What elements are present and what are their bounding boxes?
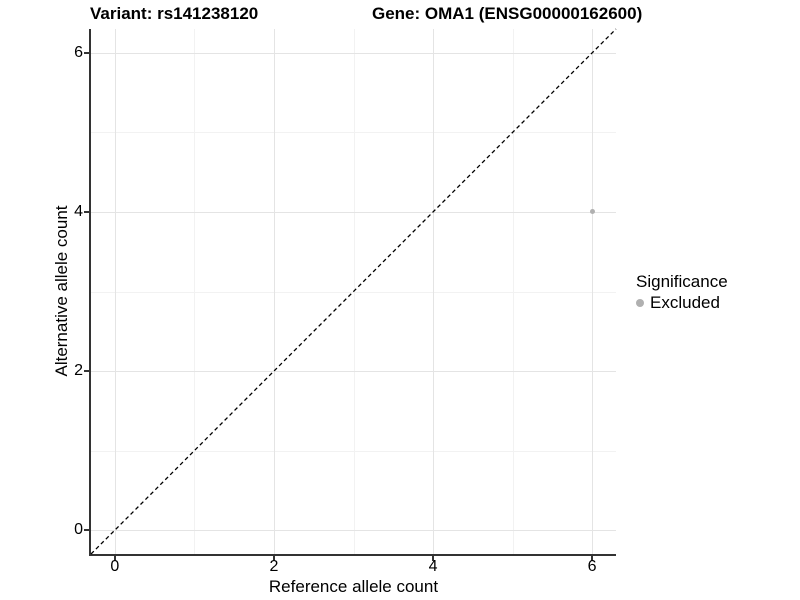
y-axis-title: Alternative allele count xyxy=(52,205,71,377)
y-axis-tick xyxy=(84,529,89,531)
minor-gridline-y xyxy=(91,450,616,452)
variant-title: Variant: rs141238120 xyxy=(90,4,259,23)
y-tick-label: 0 xyxy=(74,521,83,539)
y-tick-label: 4 xyxy=(74,202,83,220)
major-gridline-y xyxy=(91,530,616,532)
major-gridline-x xyxy=(433,29,435,554)
x-axis-line xyxy=(89,554,616,556)
y-axis-tick xyxy=(84,211,89,213)
major-gridline-y xyxy=(91,371,616,373)
minor-gridline-y xyxy=(91,291,616,293)
legend-item-label: Excluded xyxy=(650,293,720,312)
plot-panel xyxy=(90,28,617,555)
x-tick-label: 0 xyxy=(110,558,120,575)
legend: Significance Excluded xyxy=(636,272,728,312)
legend-title: Significance xyxy=(636,272,728,291)
data-point xyxy=(589,209,595,215)
x-tick-label: 2 xyxy=(269,558,279,575)
x-axis-title: Reference allele count xyxy=(268,577,439,596)
x-axis-tick xyxy=(114,556,116,561)
y-tick-label: 2 xyxy=(74,362,83,380)
y-axis-tick xyxy=(84,52,89,54)
x-tick-label: 6 xyxy=(587,558,597,575)
gene-title: Gene: OMA1 (ENSG00000162600) xyxy=(372,4,643,23)
y-tick-label: 6 xyxy=(74,43,83,61)
x-axis-tick xyxy=(591,556,593,561)
y-axis-line xyxy=(89,29,91,556)
x-axis-tick xyxy=(273,556,275,561)
y-axis-tick xyxy=(84,370,89,372)
major-gridline-x xyxy=(114,29,116,554)
major-gridline-y xyxy=(91,211,616,213)
x-tick-label: 4 xyxy=(428,558,438,575)
identity-line xyxy=(90,28,617,555)
legend-key-dot-icon xyxy=(636,299,644,307)
x-axis-tick xyxy=(432,556,434,561)
major-gridline-y xyxy=(91,52,616,54)
legend-item-excluded: Excluded xyxy=(636,294,728,312)
major-gridline-x xyxy=(592,29,594,554)
major-gridline-x xyxy=(273,29,275,554)
minor-gridline-y xyxy=(91,132,616,134)
